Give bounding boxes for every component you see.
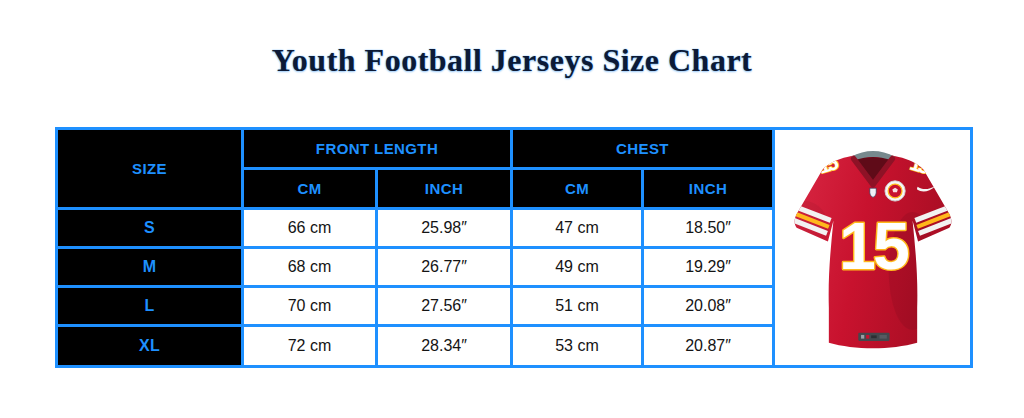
table-cell: 72 cm	[244, 327, 375, 365]
table-cell: 51 cm	[513, 288, 641, 324]
column-group-front-length: FRONT LENGTH	[244, 130, 510, 167]
size-cell-m: M	[58, 249, 241, 285]
nfl-shield-icon	[869, 188, 875, 197]
product-image-cell: 15 15 15	[775, 130, 970, 365]
table-cell: 49 cm	[513, 249, 641, 285]
table-cell: 20.87″	[644, 327, 772, 365]
table-cell: 18.50″	[644, 210, 772, 246]
chest-number: 15	[838, 209, 907, 283]
table-cell: 68 cm	[244, 249, 375, 285]
table-cell: 27.56″	[378, 288, 510, 324]
subheader-chest-inch: INCH	[644, 170, 772, 207]
column-header-size: SIZE	[58, 130, 241, 207]
table-cell: 47 cm	[513, 210, 641, 246]
table-cell: 25.98″	[378, 210, 510, 246]
table-cell: 20.08″	[644, 288, 772, 324]
page-title: Youth Football Jerseys Size Chart	[0, 42, 1024, 79]
table-cell: 70 cm	[244, 288, 375, 324]
size-chart-table: SIZE FRONT LENGTH CHEST CM INCH CM INCH …	[55, 127, 973, 368]
column-group-chest: CHEST	[513, 130, 772, 167]
jersey-image: 15 15 15	[781, 133, 965, 363]
table-cell: 66 cm	[244, 210, 375, 246]
subheader-chest-cm: CM	[513, 170, 641, 207]
table-cell: 26.77″	[378, 249, 510, 285]
size-cell-s: S	[58, 210, 241, 246]
subheader-front-cm: CM	[244, 170, 375, 207]
subheader-front-inch: INCH	[378, 170, 510, 207]
table-cell: 53 cm	[513, 327, 641, 365]
table-cell: 28.34″	[378, 327, 510, 365]
size-cell-l: L	[58, 288, 241, 324]
size-cell-xl: XL	[58, 327, 241, 365]
team-patch-icon	[884, 180, 904, 200]
table-cell: 19.29″	[644, 249, 772, 285]
jock-tag	[858, 332, 889, 340]
